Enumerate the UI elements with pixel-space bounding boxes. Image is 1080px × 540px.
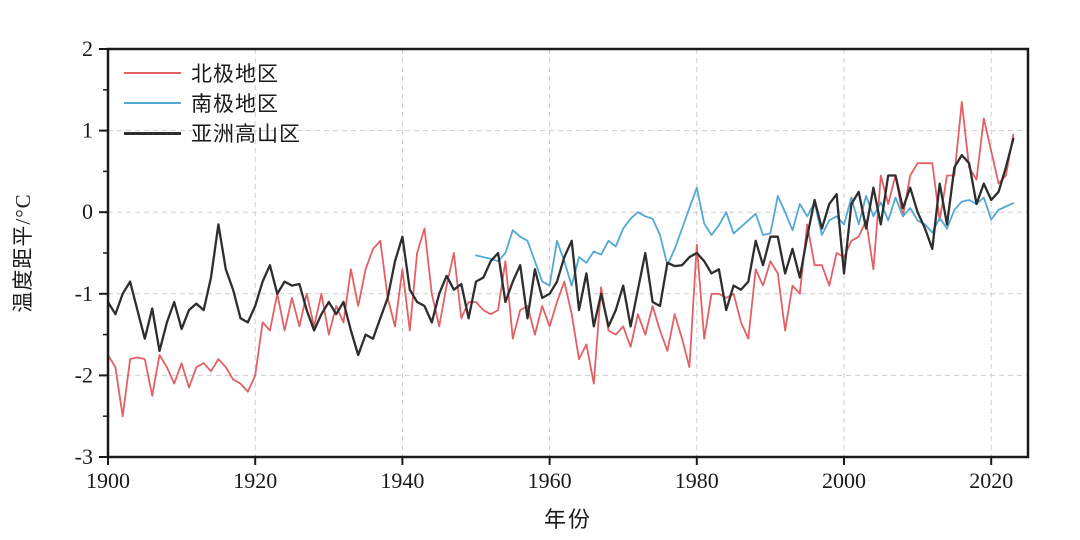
x-tick-label-1920: 1920 bbox=[233, 468, 277, 493]
y-tick-label-2: 2 bbox=[82, 36, 93, 61]
x-tick-label-1940: 1940 bbox=[380, 468, 424, 493]
x-axis-title: 年份 bbox=[543, 507, 592, 532]
legend-item-arctic: 北极地区 bbox=[124, 58, 301, 88]
legend: 北极地区 南极地区 亚洲高山区 bbox=[124, 58, 301, 148]
x-tick-label-1980: 1980 bbox=[675, 468, 719, 493]
legend-label-antarctic: 南极地区 bbox=[191, 92, 279, 116]
y-tick-label--1: -1 bbox=[75, 281, 93, 306]
y-tick-label-1: 1 bbox=[82, 118, 93, 143]
asian-high-mountain-line bbox=[106, 137, 1015, 357]
arctic-line-swatch bbox=[124, 72, 181, 74]
asian-high-mountain-line-swatch bbox=[124, 131, 181, 135]
x-tick-label-2000: 2000 bbox=[822, 468, 866, 493]
arctic-line bbox=[107, 101, 1015, 418]
x-tick-label-2020: 2020 bbox=[969, 468, 1013, 493]
legend-label-arctic: 北极地区 bbox=[191, 62, 279, 86]
y-tick-label--2: -2 bbox=[75, 362, 93, 387]
x-tick-label-1960: 1960 bbox=[528, 468, 572, 493]
legend-label-asian-high-mountain: 亚洲高山区 bbox=[191, 122, 301, 146]
y-tick-label--3: -3 bbox=[75, 444, 93, 469]
legend-item-asian-high-mountain: 亚洲高山区 bbox=[124, 118, 301, 148]
y-axis-title: 温度距平/°C bbox=[11, 193, 35, 313]
y-tick-label-0: 0 bbox=[82, 199, 93, 224]
x-tick-label-1900: 1900 bbox=[86, 468, 130, 493]
legend-item-antarctic: 南极地区 bbox=[124, 88, 301, 118]
antarctic-line-swatch bbox=[124, 102, 181, 104]
